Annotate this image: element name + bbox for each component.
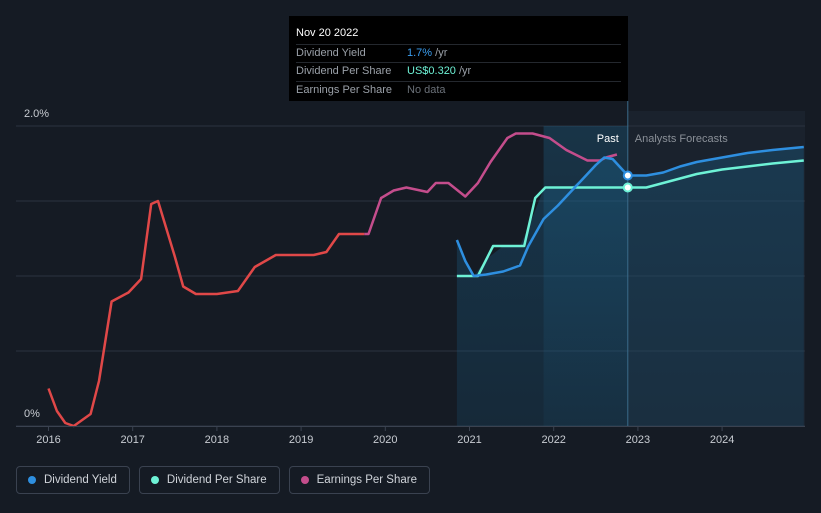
x-tick-label: 2021 [457, 434, 481, 446]
legend-item-dividend-yield[interactable]: Dividend Yield [16, 466, 130, 494]
series-markers [622, 170, 633, 193]
x-tick-label: 2019 [289, 434, 313, 446]
x-tick-label: 2022 [541, 434, 565, 446]
tooltip-label: Dividend Yield [296, 46, 366, 59]
region-label-forecast: Analysts Forecasts [635, 133, 728, 145]
dividend-areas [456, 101, 804, 426]
legend-dot-icon [300, 476, 309, 484]
y-tick-label: 0% [24, 408, 40, 420]
series-lines [47, 132, 804, 428]
legend-item-earnings-per-share[interactable]: Earnings Per Share [288, 466, 430, 494]
legend-dot-icon [28, 476, 36, 484]
marker-dividend-yield [622, 170, 633, 181]
tooltip-value-earnings-per-share: No data [407, 83, 446, 96]
y-tick-label: 2.0% [24, 108, 49, 120]
tooltip: Nov 20 2022 Dividend Yield 1.7% /yr Divi… [289, 16, 628, 101]
x-tick-label: 2018 [205, 434, 229, 446]
legend: Dividend Yield Dividend Per Share Earnin… [16, 466, 430, 494]
legend-item-dividend-per-share[interactable]: Dividend Per Share [138, 466, 280, 494]
tooltip-date: Nov 20 2022 [296, 27, 359, 39]
dividend-per-share-line [456, 159, 804, 278]
eps-line-early [47, 199, 365, 428]
tooltip-value-dividend-yield: 1.7% [407, 46, 433, 59]
x-tick-label: 2023 [626, 434, 650, 446]
tooltip-value-wrap: US$0.320 /yr [407, 63, 471, 81]
region-label-past: Past [597, 133, 619, 145]
past-highlight-band [543, 126, 628, 426]
x-tick-label: 2020 [373, 434, 397, 446]
tooltip-unit: /yr [432, 46, 448, 59]
legend-label: Dividend Per Share [166, 474, 267, 486]
tooltip-row-dividend-yield: Dividend Yield 1.7% /yr [296, 43, 621, 63]
tooltip-row-earnings-per-share: Earnings Per Share No data [296, 80, 621, 100]
legend-dot-icon [150, 476, 159, 484]
axes: 2016 2017 2018 2019 2020 2021 2022 2023 2024 2.0%… [16, 108, 805, 446]
tooltip-value-wrap: 1.7% /yr [407, 45, 447, 63]
x-tick-label: 2024 [710, 434, 734, 446]
x-tick-label: 2017 [120, 434, 144, 446]
tooltip-value-dividend-per-share: US$0.320 [407, 65, 456, 77]
tooltip-unit: /yr [455, 65, 472, 77]
tooltip-row-dividend-per-share: Dividend Per Share US$0.320 /yr [296, 62, 621, 81]
legend-label: Earnings Per Share [316, 474, 417, 486]
legend-label: Dividend Yield [44, 474, 117, 486]
marker-dividend-per-share [622, 182, 633, 193]
eps-line-recent [364, 132, 618, 236]
dividend-yield-line [455, 145, 804, 278]
tooltip-label: Dividend Per Share [296, 65, 392, 77]
x-tick-label: 2016 [36, 434, 60, 446]
tooltip-label: Earnings Per Share [296, 83, 392, 96]
